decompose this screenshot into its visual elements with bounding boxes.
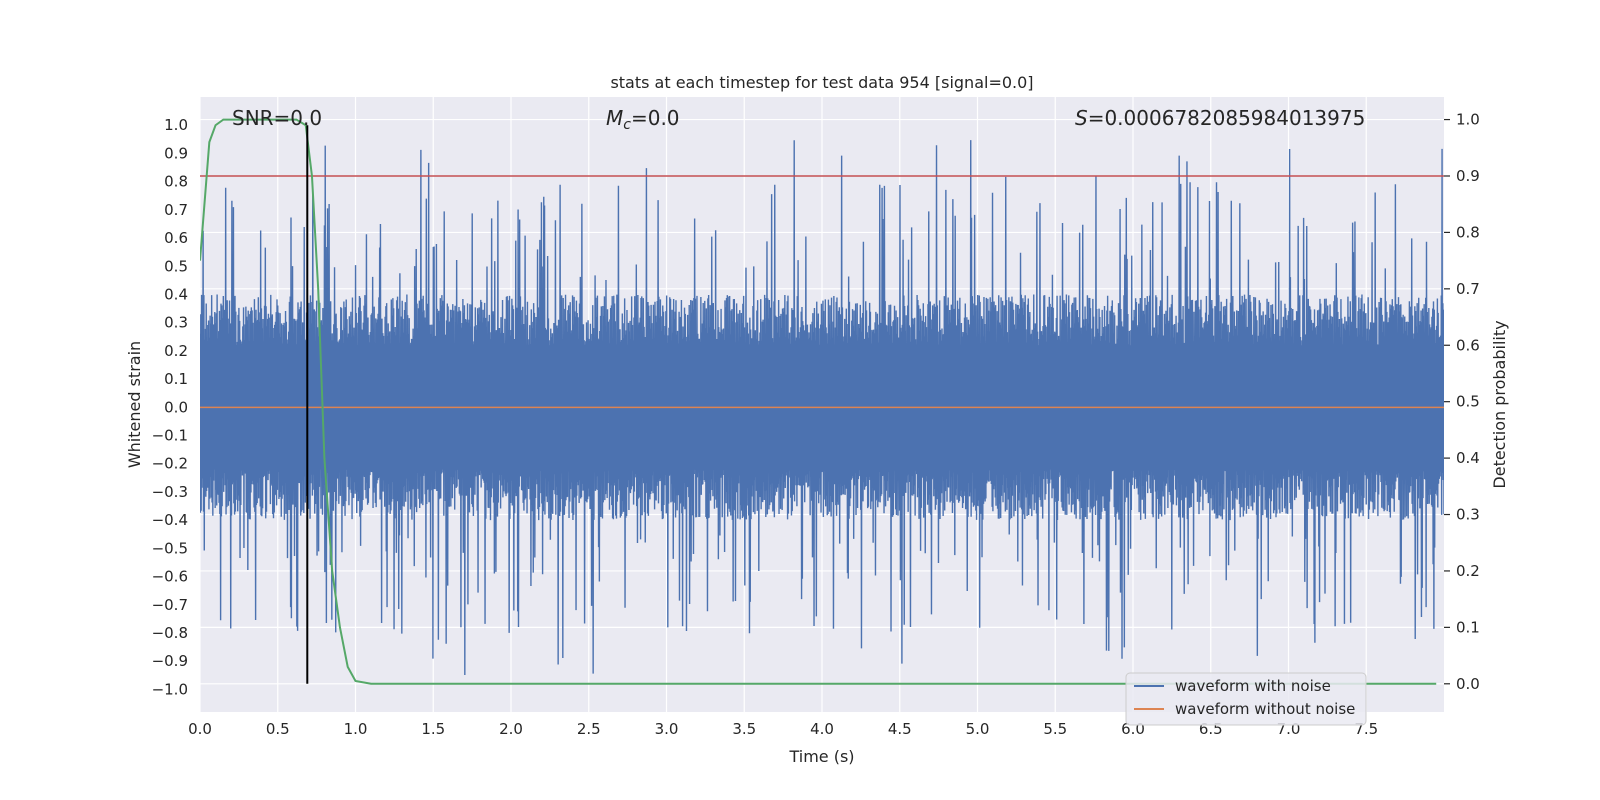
snr-annotation: SNR=0.0 xyxy=(232,106,322,130)
y-tick-label: −0.2 xyxy=(152,455,188,473)
y2-tick-label: 0.9 xyxy=(1456,167,1480,185)
x-tick-label: 1.0 xyxy=(344,720,368,738)
x-tick-label: 4.0 xyxy=(810,720,834,738)
legend-label-with-noise: waveform with noise xyxy=(1175,677,1331,695)
x-tick-label: 0.0 xyxy=(188,720,212,738)
y-tick-label: −0.6 xyxy=(152,568,188,586)
mc-subscript: c xyxy=(623,117,631,133)
y-tick-label: 0.7 xyxy=(164,201,188,219)
y-tick-label: 0.0 xyxy=(164,398,188,416)
y-tick-label: 0.2 xyxy=(164,342,188,360)
x-axis-label: Time (s) xyxy=(788,747,854,766)
x-tick-label: 5.0 xyxy=(966,720,990,738)
mc-symbol: M xyxy=(606,106,623,130)
y-tick-label: −0.4 xyxy=(152,511,188,529)
y2-axis-label: Detection probability xyxy=(1490,320,1509,488)
y-tick-label: 0.9 xyxy=(164,144,188,162)
detection-probability-line xyxy=(200,118,1437,685)
chart-title: stats at each timestep for test data 954… xyxy=(610,73,1033,92)
noise-waveform-line xyxy=(200,140,1444,676)
s-annotation: S=0.0006782085984013975 xyxy=(1075,106,1365,130)
legend-box xyxy=(1125,672,1367,726)
series-detection-probability xyxy=(200,118,1437,685)
y2-tick-label: 0.1 xyxy=(1456,618,1480,636)
y2-tick-label: 0.6 xyxy=(1456,336,1480,354)
y2-tick-label: 0.3 xyxy=(1456,506,1480,524)
x-tick-label: 2.0 xyxy=(499,720,523,738)
y2-tick-label: 0.4 xyxy=(1456,449,1480,467)
legend: waveform with noise waveform without noi… xyxy=(1125,672,1367,726)
y2-tick-label: 0.7 xyxy=(1456,280,1480,298)
legend-label-without-noise: waveform without noise xyxy=(1175,700,1355,718)
y-tick-label: −0.7 xyxy=(152,596,188,614)
y2-axis-ticks: 1.0 0.9 0.8 0.7 0.6 0.5 0.4 0.3 0.2 0.1 0.0 xyxy=(1444,111,1480,693)
s-symbol: S xyxy=(1075,106,1088,130)
x-axis-ticks: 0.0 0.5 1.0 1.5 2.0 2.5 3.0 3.5 4.0 4.5 5.0 5.5 6.0 6… xyxy=(188,720,1378,738)
y-tick-label: 0.4 xyxy=(164,285,188,303)
x-tick-label: 0.5 xyxy=(266,720,290,738)
x-tick-label: 3.5 xyxy=(732,720,756,738)
y-tick-label: −0.5 xyxy=(152,539,188,557)
y2-tick-label: 1.0 xyxy=(1456,111,1480,129)
y-tick-label: 1.0 xyxy=(164,116,188,134)
mc-annotation: Mc=0.0 xyxy=(606,106,680,133)
s-value: =0.0006782085984013975 xyxy=(1088,106,1366,130)
y-tick-label: 0.3 xyxy=(164,314,188,332)
y2-tick-label: 0.8 xyxy=(1456,223,1480,241)
y-tick-label: 0.1 xyxy=(164,370,188,388)
y-tick-label: −0.8 xyxy=(152,624,188,642)
y-tick-label: −0.3 xyxy=(152,483,188,501)
y-axis-label: Whitened strain xyxy=(125,341,144,468)
y-tick-label: −0.1 xyxy=(152,427,188,445)
y-tick-label: −1.0 xyxy=(152,680,188,698)
x-tick-label: 2.5 xyxy=(577,720,601,738)
y-tick-label: 0.8 xyxy=(164,173,188,191)
x-tick-label: 4.5 xyxy=(888,720,912,738)
x-tick-label: 5.5 xyxy=(1043,720,1067,738)
x-tick-label: 3.0 xyxy=(655,720,679,738)
series-waveform-with-noise xyxy=(200,140,1444,676)
y2-tick-label: 0.5 xyxy=(1456,393,1480,411)
y2-tick-label: 0.0 xyxy=(1456,675,1480,693)
x-tick-label: 1.5 xyxy=(421,720,445,738)
mc-value: =0.0 xyxy=(631,106,680,130)
y-axis-ticks: 1.0 0.9 0.8 0.7 0.6 0.5 0.4 0.3 0.2 0.1 0.0 −0.1 −0.… xyxy=(152,116,188,698)
y2-tick-label: 0.2 xyxy=(1456,562,1480,580)
y-tick-label: −0.9 xyxy=(152,652,188,670)
y-tick-label: 0.5 xyxy=(164,257,188,275)
y-tick-label: 0.6 xyxy=(164,229,188,247)
